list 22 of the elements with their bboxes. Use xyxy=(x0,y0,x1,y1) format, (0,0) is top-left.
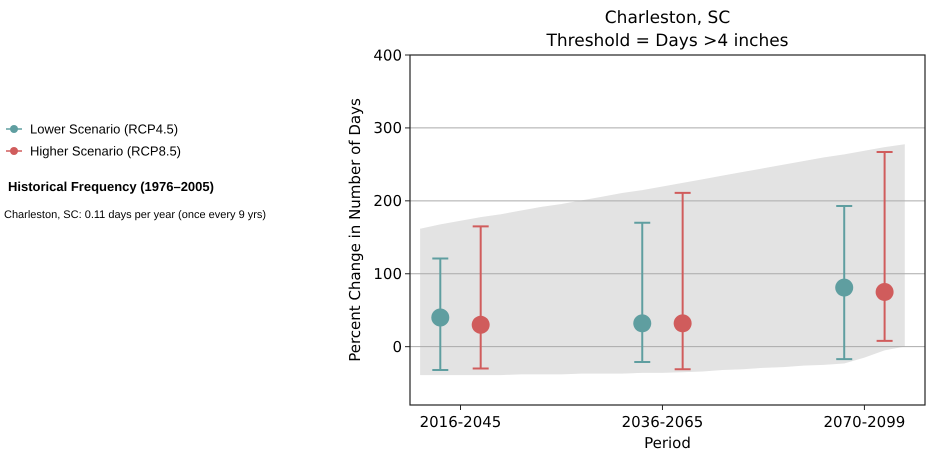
legend-label: Lower Scenario (RCP4.5) xyxy=(30,122,178,137)
y-tick-label: 400 xyxy=(373,46,402,64)
point xyxy=(431,308,450,326)
point xyxy=(633,314,652,332)
y-axis-title: Percent Change in Number of Days xyxy=(346,98,364,362)
x-tick-label: 2016-2045 xyxy=(420,413,502,431)
text: Charleston, SC: 0.11 days per year (once every 9 yrs) xyxy=(4,209,266,221)
point xyxy=(876,282,894,301)
point xyxy=(835,278,854,297)
text: Historical Frequency (1976–2005) xyxy=(8,179,214,194)
x-tick-label: 2036-2065 xyxy=(622,413,704,431)
legend-label: Higher Scenario (RCP8.5) xyxy=(30,144,182,159)
point xyxy=(472,316,490,334)
chart-title: Charleston, SC xyxy=(604,8,730,28)
x-tick-label: 2070-2099 xyxy=(824,413,906,431)
point xyxy=(674,314,692,332)
y-tick-label: 0 xyxy=(392,338,402,356)
y-tick-label: 100 xyxy=(373,265,402,283)
x-axis-title: Period xyxy=(644,434,691,452)
y-tick-label: 200 xyxy=(373,192,402,210)
y-tick-label: 300 xyxy=(373,119,402,138)
chart-subtitle: Threshold = Days >4 inches xyxy=(545,31,789,51)
